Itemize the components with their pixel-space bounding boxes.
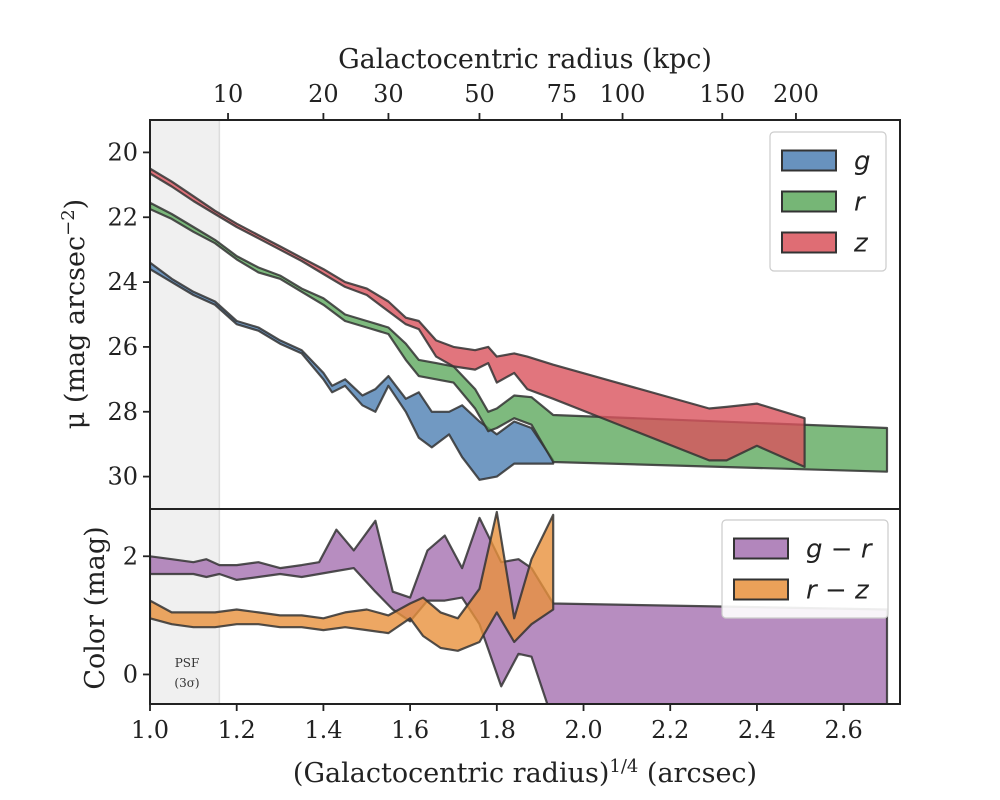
ytick-label-main: 28 [107,398,138,426]
xtick-label: 2.0 [564,716,602,744]
legend-swatch [781,231,837,254]
band-rz [150,510,555,652]
top-tick-label: 10 [213,80,244,108]
top-tick-label: 50 [464,80,495,108]
legend-label: z [853,229,869,259]
psf-region-main [150,120,220,509]
color-panel-frame [149,508,901,705]
band-r [150,201,889,473]
axes-layer: 20 22 24 26 28 30 0 2 1.0 1.2 1.4 1.6 1.8 2.0 2.2 2.4 2.… [107,80,901,744]
top-tick-label: 100 [600,80,646,108]
ytick-label-main: 22 [107,203,138,231]
ytick-label-color: 0 [123,660,138,688]
legend-label: g − r [806,535,874,565]
psf-label: PSF [175,656,200,670]
xtick-label: 2.4 [738,716,776,744]
legend-color: g − r r − z [721,519,889,619]
legend-label: r − z [806,576,870,606]
surface-brightness-panel [150,120,889,509]
xtick-label: 2.2 [651,716,689,744]
x-axis-title: (Galactocentric radius)1/4 (arcsec) [293,756,757,790]
top-tick-label: 20 [308,80,339,108]
xtick-label: 2.6 [825,716,863,744]
xtick-label: 1.0 [131,716,169,744]
top-tick-label: 150 [699,80,745,108]
top-axis-title: Galactocentric radius (kpc) [338,44,712,75]
psf-sigma-label: (3σ) [174,676,199,690]
top-tick-label: 75 [547,80,578,108]
ytick-label-main: 24 [107,268,138,296]
ytick-label-main: 20 [107,138,138,166]
xtick-label: 1.2 [218,716,256,744]
ytick-label-main: 26 [107,333,138,361]
top-tick-label: 30 [373,80,404,108]
ytick-label-color: 2 [123,542,138,570]
legend-swatch [781,190,837,213]
top-tick-label: 200 [773,80,819,108]
y-axis-title-color: Color (mag) [80,526,111,689]
legend-label: r [854,188,867,218]
legend-swatch [733,578,789,601]
legend-swatch [733,537,789,560]
legend-label: g [854,147,871,177]
band-z [150,167,806,468]
ytick-label-main: 30 [107,463,138,491]
xtick-label: 1.8 [478,716,516,744]
legend-swatch [781,149,837,172]
xtick-label: 1.4 [304,716,342,744]
y-axis-title-main: μ (mag arcsec−2) [58,199,92,429]
color-panel [150,509,889,704]
xtick-label: 1.6 [391,716,429,744]
legend-main: grz [769,131,887,272]
